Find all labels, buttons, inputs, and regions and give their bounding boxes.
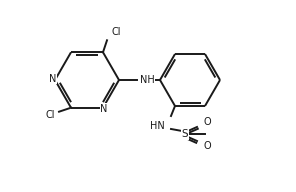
Text: Cl: Cl: [112, 27, 121, 37]
Text: O: O: [203, 117, 211, 127]
Text: O: O: [203, 141, 211, 151]
Text: S: S: [182, 129, 188, 139]
Text: N: N: [100, 104, 108, 114]
Text: N: N: [49, 74, 57, 84]
Text: HN: HN: [150, 121, 165, 131]
Text: Cl: Cl: [45, 110, 55, 120]
Text: NH: NH: [140, 75, 155, 85]
